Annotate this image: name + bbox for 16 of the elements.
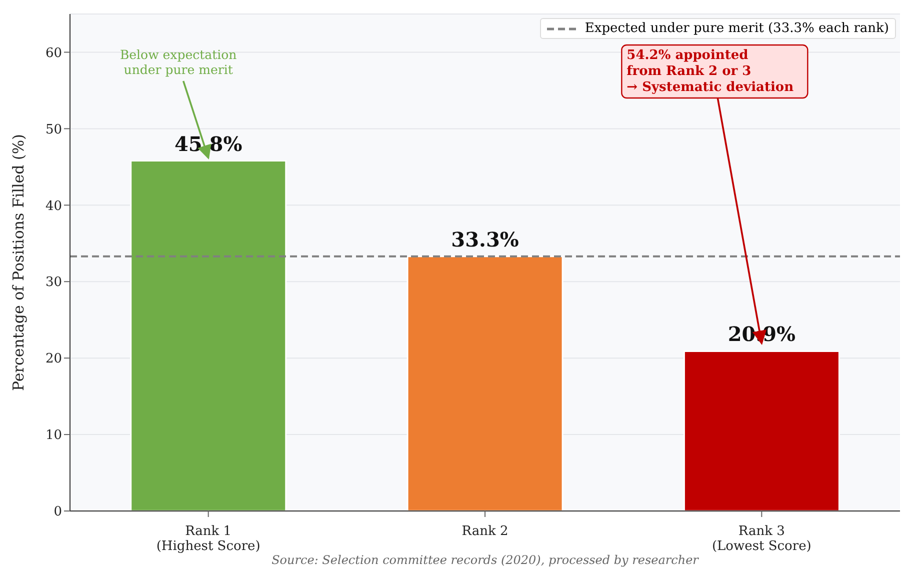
- y-tick-label: 40: [45, 198, 62, 214]
- annotation: 54.2% appointed from Rank 2 or 3 → Systematic deviation: [626, 48, 794, 95]
- x-tick-label: Rank 2: [462, 524, 508, 539]
- y-tick-label: 50: [45, 122, 62, 138]
- y-axis-title: Percentage of Positions Filled (%): [9, 134, 28, 391]
- y-tick-label: 20: [45, 352, 62, 367]
- annotation: Below expectation under pure merit: [120, 47, 237, 77]
- y-tick-label: 60: [45, 46, 62, 61]
- data-label: 33.3%: [451, 227, 519, 252]
- source-note: Source: Selection committee records (2020), processed by researcher: [270, 553, 700, 567]
- y-tick-label: 10: [45, 428, 62, 444]
- y-tick-label: 30: [45, 275, 62, 290]
- y-tick-label: 0: [54, 504, 62, 520]
- legend-label: Expected under pure merit (33.3% each rank): [584, 21, 889, 36]
- x-tick-label: Rank 3 (Lowest Score): [712, 524, 812, 554]
- x-tick-label: Rank 1 (Highest Score): [156, 524, 260, 554]
